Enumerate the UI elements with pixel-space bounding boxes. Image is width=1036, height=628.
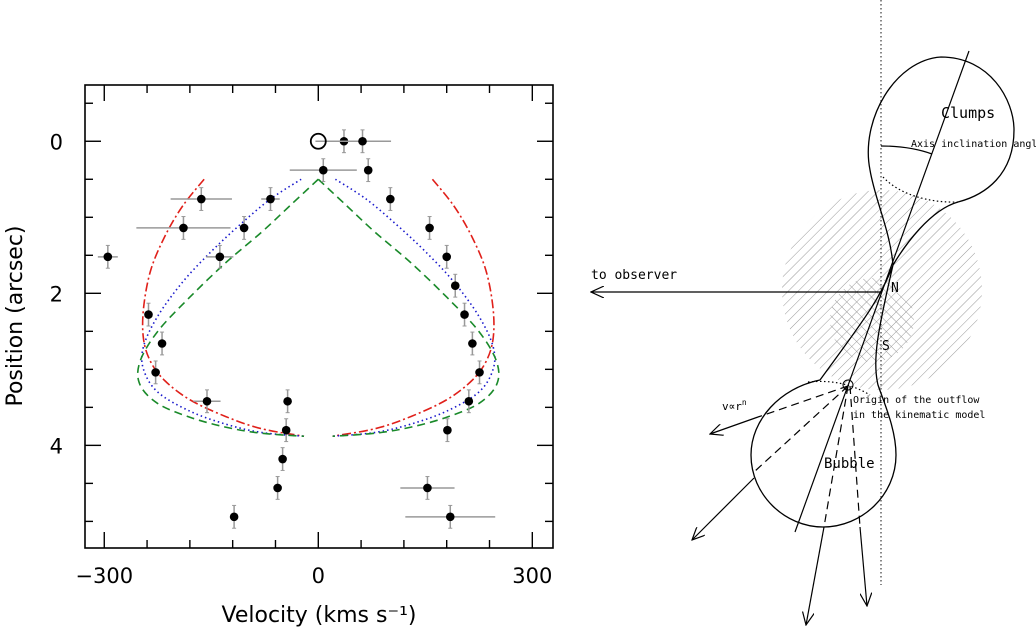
model-curve-dashed-left <box>136 178 319 438</box>
data-point <box>229 512 239 522</box>
outflow-origin-marker <box>842 379 854 391</box>
y-tick-label: 0 <box>50 130 63 154</box>
data-point <box>239 223 249 233</box>
data-point <box>475 368 484 377</box>
clumps-dotted-edge <box>882 176 959 203</box>
n-label: N <box>891 281 899 296</box>
data-point <box>442 252 452 262</box>
vector-dashed-3 <box>823 385 849 528</box>
data-point <box>464 396 474 406</box>
vector-dashed-4 <box>849 385 861 528</box>
model-curve-dash-dot-left <box>141 178 305 438</box>
data-point <box>278 454 287 464</box>
data-point <box>196 194 206 204</box>
velocity-law-label: v∝rn <box>722 398 747 413</box>
data-point <box>445 512 455 522</box>
data-point <box>358 136 367 146</box>
data-point <box>450 281 460 291</box>
vector-dashed-2 <box>753 385 849 473</box>
axis-inclination-label: Axis inclination angle <box>911 139 1036 150</box>
data-point <box>144 310 153 319</box>
y-tick-label: 2 <box>50 282 63 306</box>
data-point <box>283 396 292 406</box>
model-curves <box>136 178 500 438</box>
data-point <box>202 396 212 406</box>
data-point <box>157 339 167 348</box>
data-point <box>443 425 452 435</box>
plot-frame <box>84 84 554 549</box>
outflow-geometry-diagram: Clumps Axis inclination angle to observe… <box>591 0 1036 625</box>
bubble-lobe <box>750 264 897 528</box>
velocity-law-base: v∝r <box>722 400 742 413</box>
data-point <box>425 223 434 233</box>
clumps-label: Clumps <box>941 104 995 122</box>
to-observer-label: to observer <box>591 268 677 283</box>
y-axis-title: Position (arcsec) <box>3 225 28 406</box>
data-point <box>266 194 275 204</box>
velocity-vectors <box>692 385 867 625</box>
outflow-axis-line <box>794 50 970 533</box>
data-point <box>386 194 395 204</box>
vector-dashed-1 <box>757 385 849 418</box>
model-curve-dotted-left <box>140 178 305 438</box>
vector-arrow-2 <box>692 477 755 540</box>
data-point <box>460 310 469 319</box>
data-point <box>179 223 188 233</box>
data-point <box>318 165 328 175</box>
vector-arrow-3 <box>806 526 825 625</box>
data-point <box>363 165 373 175</box>
data-point <box>468 339 477 348</box>
origin-label-line1: Origin of the outflow <box>853 395 980 406</box>
bubble-label: Bubble <box>824 456 875 472</box>
data-point <box>423 483 432 493</box>
data-point <box>281 425 291 435</box>
data-point <box>103 252 113 262</box>
model-curve-dash-dot-right <box>332 178 495 438</box>
velocity-law-exponent: n <box>742 398 747 407</box>
data-point <box>273 483 282 493</box>
data-point <box>215 252 225 262</box>
y-tick-label: 4 <box>50 434 63 458</box>
data-point <box>151 368 160 377</box>
x-tick-label: −300 <box>75 564 133 588</box>
data-points <box>97 129 496 529</box>
model-curve-dotted-right <box>332 178 496 438</box>
x-tick-label: 300 <box>512 564 552 588</box>
vector-arrow-4 <box>859 526 867 606</box>
s-label: S <box>882 339 890 354</box>
vector-arrow-1 <box>710 416 759 434</box>
reference-point-open-circle <box>309 132 327 150</box>
x-tick-label: 0 <box>312 564 325 588</box>
position-velocity-chart: −300 0 300 0 2 4 Velocity (kms s⁻¹) Position … <box>3 84 554 628</box>
origin-label-line2: in the kinematic model <box>853 410 985 421</box>
model-curve-dashed-right <box>317 178 500 438</box>
x-axis-title: Velocity (kms s⁻¹) <box>222 603 417 628</box>
inclination-angle-arc <box>880 145 933 155</box>
